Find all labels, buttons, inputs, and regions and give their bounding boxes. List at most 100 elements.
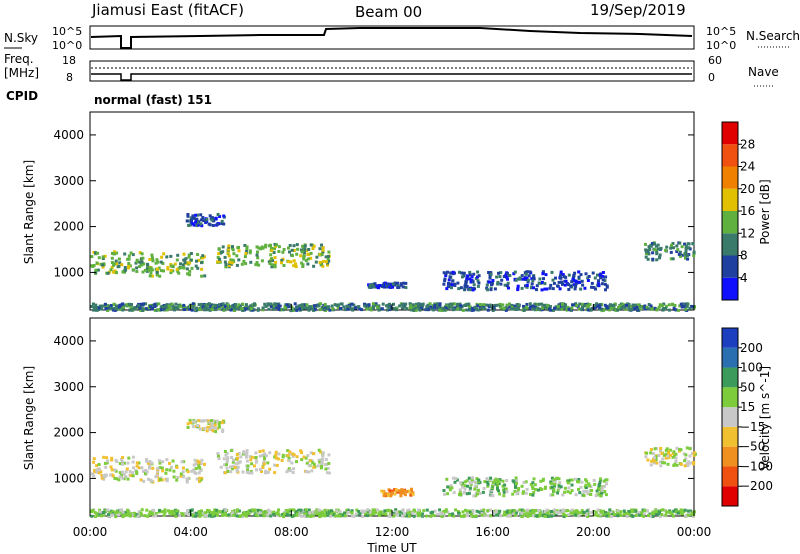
velocity-data-cell xyxy=(386,494,390,497)
power-data-cell xyxy=(121,308,125,312)
velocity-colorbar-frame xyxy=(721,327,739,507)
velocity-data-cell xyxy=(127,513,131,517)
velocity-data-cell xyxy=(287,459,291,463)
power-data-cell xyxy=(290,305,294,309)
velocity-data-cell xyxy=(320,510,324,514)
velocity-data-cell xyxy=(126,461,130,465)
velocity-data-cell xyxy=(463,508,467,512)
power-data-cell xyxy=(487,305,491,309)
velocity-data-cell xyxy=(125,467,129,471)
velocity-data-cell xyxy=(326,466,330,470)
power-data-cell xyxy=(566,305,570,309)
velocity-data-cell xyxy=(297,514,301,517)
power-data-cell xyxy=(670,302,674,306)
velocity-data-cell xyxy=(688,461,691,465)
power-data-cell xyxy=(600,307,604,311)
power-data-cell xyxy=(200,274,204,278)
power-data-cell xyxy=(287,305,291,309)
velocity-data-cell xyxy=(235,469,239,473)
velocity-data-cell xyxy=(109,465,113,469)
power-data-cell xyxy=(197,303,201,307)
velocity-data-cell xyxy=(190,469,194,473)
velocity-data-cell xyxy=(400,514,404,518)
power-data-cell xyxy=(190,266,194,270)
power-data-cell xyxy=(489,286,493,290)
velocity-data-cell xyxy=(131,474,135,478)
velocity-data-cell xyxy=(475,477,479,481)
power-data-cell xyxy=(307,248,311,251)
velocity-data-cell xyxy=(599,494,603,498)
power-data-cell xyxy=(206,307,210,311)
power-data-cell xyxy=(466,274,469,278)
velocity-data-cell xyxy=(246,467,250,471)
power-data-cell xyxy=(483,307,487,311)
velocity-ytick-label: 1000 xyxy=(53,471,84,485)
power-data-cell xyxy=(653,248,657,252)
velocity-data-cell xyxy=(308,511,312,515)
power-data-cell xyxy=(255,261,259,264)
power-data-cell xyxy=(141,307,145,311)
power-data-cell xyxy=(511,307,515,311)
power-data-cell xyxy=(532,277,536,281)
power-data-cell xyxy=(554,307,558,311)
velocity-data-cell xyxy=(215,426,219,430)
power-data-cell xyxy=(302,254,306,258)
cpid-text: normal (fast) 151 xyxy=(94,93,212,107)
velocity-data-cell xyxy=(485,477,489,481)
velocity-data-cell xyxy=(470,478,474,482)
power-data-cell xyxy=(314,260,318,264)
power-data-cell xyxy=(233,309,237,312)
power-data-cell xyxy=(650,307,654,311)
velocity-data-cell xyxy=(406,509,409,513)
velocity-data-cell xyxy=(338,514,342,518)
power-data-cell xyxy=(103,302,107,306)
power-data-cell xyxy=(227,264,231,268)
velocity-data-cell xyxy=(491,481,495,484)
velocity-data-cell xyxy=(651,515,655,518)
power-data-cell xyxy=(100,304,104,308)
power-data-cell xyxy=(326,305,330,309)
velocity-data-cell xyxy=(248,471,252,475)
velocity-data-cell xyxy=(197,510,201,513)
velocity-data-cell xyxy=(641,508,645,512)
xaxis-label: Time UT xyxy=(366,541,417,554)
power-data-cell xyxy=(687,246,691,250)
velocity-data-cell xyxy=(483,480,487,484)
velocity-data-cell xyxy=(371,512,375,516)
power-data-cell xyxy=(468,277,472,281)
power-data-cell xyxy=(542,277,545,281)
velocity-data-cell xyxy=(390,489,394,493)
power-data-cell xyxy=(465,308,469,312)
power-data-cell xyxy=(633,306,637,310)
velocity-data-cell xyxy=(522,481,526,484)
power-data-cell xyxy=(217,307,221,310)
velocity-data-cell xyxy=(529,492,532,496)
velocity-data-cell xyxy=(129,474,133,477)
velocity-data-cell xyxy=(503,483,507,487)
velocity-data-cell xyxy=(139,511,143,515)
velocity-data-cell xyxy=(145,508,149,512)
power-data-cell xyxy=(680,245,684,249)
velocity-data-cell xyxy=(406,511,410,515)
velocity-data-cell xyxy=(143,514,147,518)
velocity-data-cell xyxy=(514,485,517,489)
power-data-cell xyxy=(249,308,253,312)
velocity-data-cell xyxy=(511,492,515,496)
power-data-cell xyxy=(177,271,181,275)
power-data-cell xyxy=(550,270,554,274)
power-data-cell xyxy=(534,308,537,312)
velocity-data-cell xyxy=(654,458,658,462)
velocity-data-cell xyxy=(175,511,179,515)
velocity-data-cell xyxy=(459,493,463,497)
power-data-cell xyxy=(307,308,311,312)
velocity-data-cell xyxy=(533,483,537,487)
power-data-cell xyxy=(296,247,300,251)
power-data-cell xyxy=(297,304,301,308)
velocity-data-cell xyxy=(454,476,458,480)
velocity-data-cell xyxy=(587,482,591,486)
power-data-cell xyxy=(437,306,441,310)
power-data-cell xyxy=(289,309,293,313)
velocity-data-cell xyxy=(154,475,158,479)
velocity-data-cell xyxy=(411,511,415,515)
velocity-data-cell xyxy=(559,485,563,489)
